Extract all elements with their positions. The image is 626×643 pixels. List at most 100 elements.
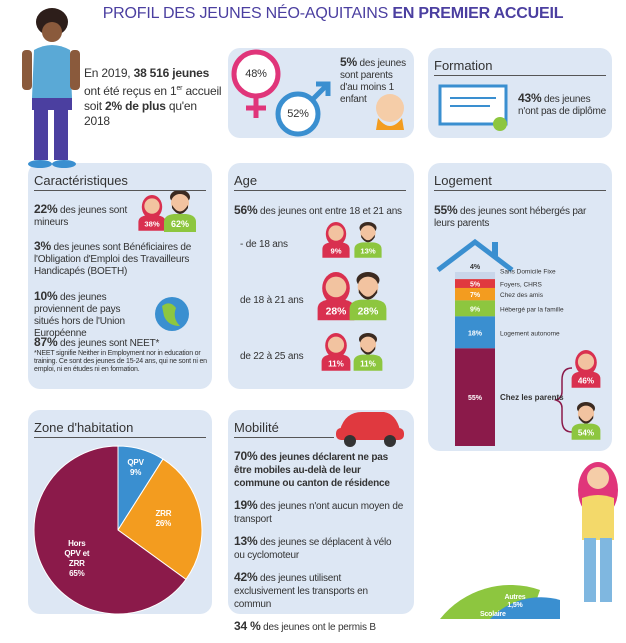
infographic: PROFIL DES JEUNES NÉO-AQUITAINS EN PREMI… — [22, 4, 626, 633]
girl-figure — [578, 462, 618, 602]
stat-item: 22% des jeunes sont mineurs — [34, 203, 130, 229]
head — [327, 336, 345, 353]
age-label: - de 18 ans — [240, 239, 288, 250]
stat-item: 10% des jeunes proviennent de pays situé… — [34, 290, 144, 340]
parents-label: des jeunes sont parents d'au moins 1 enf… — [340, 58, 406, 105]
age-label: de 18 à 21 ans — [240, 295, 304, 306]
beard — [358, 289, 378, 300]
intro-count: 38 516 jeunes — [133, 66, 210, 80]
school-labels: Autres 1,5% — [500, 594, 530, 610]
mobilite-items: 70% des jeunes déclarent ne pas être mob… — [234, 450, 404, 643]
segment-label: 18% — [468, 330, 483, 337]
school-label: Autres — [504, 594, 526, 601]
mobilite-pct: 42% — [234, 570, 258, 584]
stat-pct: 87% — [34, 335, 58, 349]
segment-label: 4% — [470, 264, 481, 271]
mobilite-panel — [228, 410, 414, 614]
gender-symbols — [231, 49, 404, 137]
intro-text: accueil — [185, 84, 222, 98]
intro-text: qu'en 2018 — [84, 99, 197, 128]
panel-title: Mobilité — [234, 420, 334, 438]
head — [357, 276, 379, 298]
parents-pct: 5% — [340, 55, 357, 69]
age-text: des jeunes ont entre 18 et 21 ans — [260, 206, 402, 217]
intro: En 2019, 38 516 jeunes ont été reçus en … — [84, 66, 224, 129]
globe-land — [162, 303, 180, 326]
body — [317, 299, 355, 321]
stat-item: 87% des jeunes sont NEET* — [34, 336, 204, 350]
segment-category: Hébergé par la famille — [500, 306, 564, 313]
title-emphasis: EN PREMIER ACCUEIL — [392, 5, 564, 22]
icon-pct: 11% — [360, 359, 376, 368]
panel-title: Caractéristiques — [34, 173, 206, 191]
bar-segment — [455, 279, 495, 288]
body — [138, 215, 166, 231]
formation-label: des jeunes n'ont pas de diplôme — [518, 94, 606, 117]
pie-label: Hors QPV et ZRR 65% — [47, 539, 107, 579]
age-panel — [228, 163, 414, 389]
pie-category: QPV — [127, 457, 144, 467]
mobilite-item: 13% des jeunes se déplacent à vélo ou cy… — [234, 535, 404, 562]
male-icon: 11% — [353, 333, 383, 371]
mobilite-pct: 19% — [234, 498, 258, 512]
female-icon: 11% — [321, 333, 351, 371]
graphics: 38% 62% 9% 13% 28% 28% 11% 11% 4% Sans Domicile F… — [22, 8, 618, 619]
logement-text: des jeunes sont hébergés par leurs paren… — [434, 206, 587, 229]
mobilite-pct: 70% — [234, 449, 258, 463]
stat-pct: 10% — [34, 289, 58, 303]
icon-pct: 28% — [358, 307, 379, 318]
mobilite-item: 70% des jeunes déclarent ne pas être mob… — [234, 450, 404, 490]
panel-title: Formation — [434, 58, 606, 76]
segment-label: 55% — [468, 395, 483, 402]
icon-pct: 62% — [171, 219, 189, 229]
chimney — [492, 242, 498, 256]
pie-category: Hors QPV et ZRR — [64, 538, 90, 568]
icon-pct: 54% — [578, 428, 594, 437]
head — [577, 405, 595, 422]
body — [349, 299, 387, 321]
title: PROFIL DES JEUNES NÉO-AQUITAINS EN PREMI… — [40, 4, 626, 24]
female-icon: 9% — [322, 222, 350, 258]
body — [354, 242, 382, 258]
segment-category: Chez des amis — [500, 292, 544, 299]
intro-text: ont été reçus en 1 — [84, 84, 177, 98]
head — [328, 225, 344, 241]
body — [321, 354, 351, 371]
footnote: *NEET signifie Neither in Employment nor… — [34, 350, 207, 373]
bar-segment — [455, 272, 495, 280]
panel-title: Zone d'habitation — [34, 420, 206, 438]
pie-label: ZRR 26% — [133, 509, 193, 529]
segment-label: 7% — [470, 292, 481, 299]
beard — [172, 205, 188, 214]
panel-title: Logement — [434, 173, 606, 191]
intro-increase: 2% de plus — [105, 99, 166, 113]
intro-text: En 2019, — [84, 66, 131, 80]
stat-pct: 22% — [34, 202, 58, 216]
mobilite-text: des jeunes déclarent ne pas être mobiles… — [234, 452, 390, 489]
beard — [578, 415, 594, 424]
body — [353, 354, 383, 371]
segment-category: Sans Domicile Fixe — [500, 269, 556, 276]
male-icon: 54% — [571, 402, 601, 440]
school-value: 1,5% — [507, 602, 523, 609]
mobilite-text: des jeunes ont le permis B — [263, 622, 376, 633]
mobilite-pct: 13% — [234, 534, 258, 548]
pie-label: QPV 9% — [106, 458, 166, 478]
pie-value: 26% — [155, 519, 172, 529]
mobilite-item: 34 % des jeunes ont le permis B — [234, 620, 404, 634]
male-icon: 13% — [354, 222, 382, 258]
roof — [436, 238, 514, 272]
woman-figure — [22, 8, 80, 168]
pie-slice — [117, 458, 203, 581]
icon-pct: 9% — [330, 246, 341, 255]
beard — [360, 346, 376, 355]
body — [322, 242, 350, 258]
parents-brace — [553, 367, 573, 433]
bar-segment — [455, 287, 495, 301]
mobilite-text: des jeunes se déplacent à vélo ou cyclom… — [234, 537, 392, 561]
mobilite-text: des jeunes utilisent exclusivement les t… — [234, 573, 368, 610]
male-icon: 62% — [164, 190, 196, 232]
title-text: PROFIL DES JEUNES NÉO-AQUITAINS — [102, 5, 389, 22]
head — [144, 198, 160, 214]
icon-pct: 28% — [326, 307, 347, 318]
